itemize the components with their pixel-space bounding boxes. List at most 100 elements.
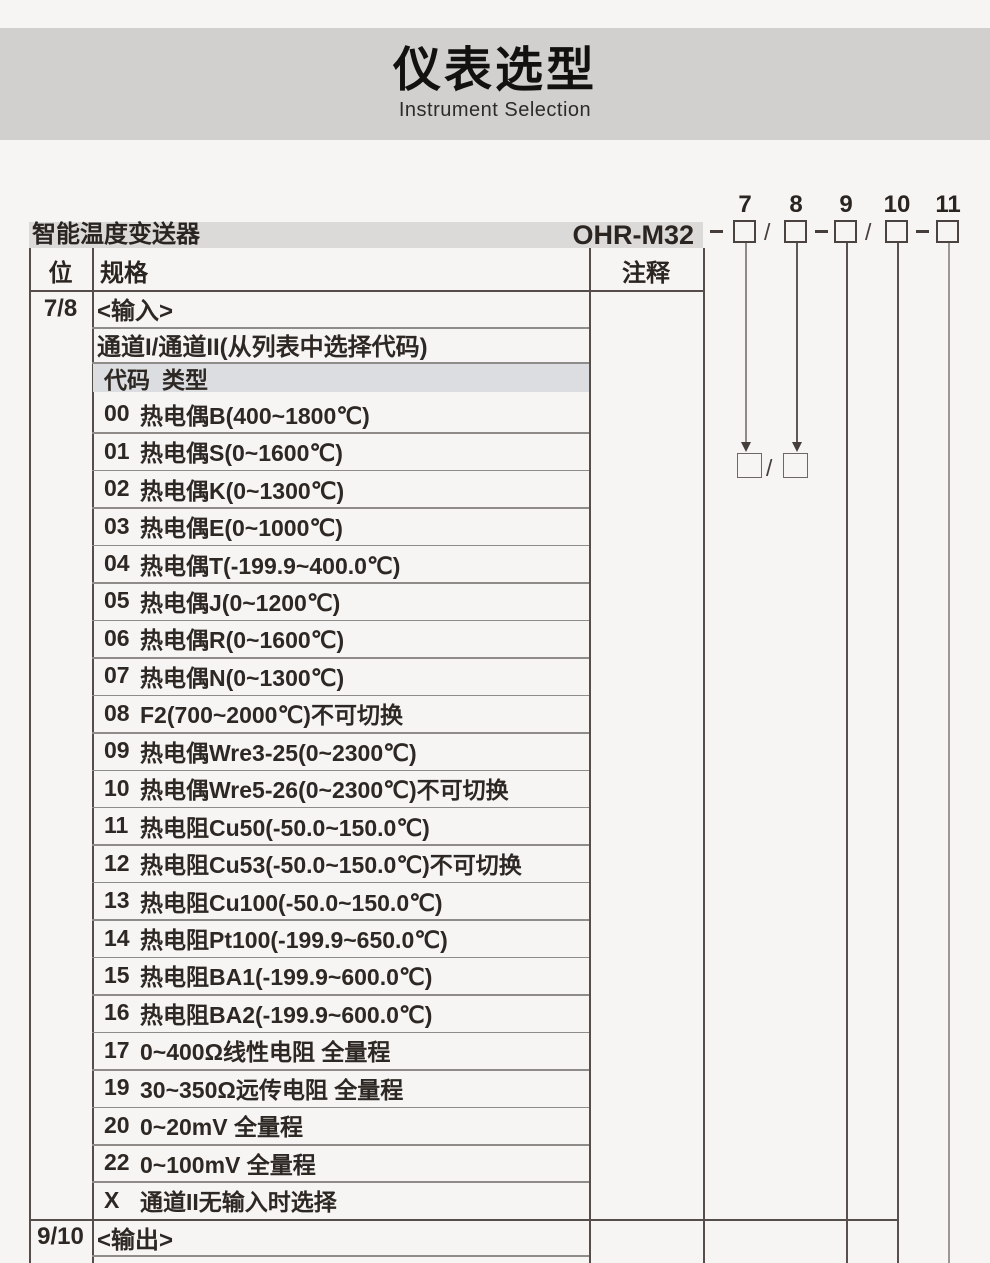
- model-code-box-9: [834, 220, 857, 243]
- type-cell: 热电阻BA2(-199.9~600.0℃): [140, 1001, 433, 1028]
- table-header-underline: [29, 290, 705, 292]
- table-divider-spec-note: [589, 248, 591, 1263]
- type-cell: 热电偶J(0~1200℃): [140, 589, 341, 616]
- column-header-note: 注释: [622, 259, 670, 287]
- row-divider: [92, 844, 589, 846]
- code-cell: 00: [104, 400, 130, 427]
- code-cell: 11: [104, 812, 129, 839]
- connector-digit-7: [745, 243, 747, 442]
- code-cell: 20: [104, 1111, 130, 1138]
- row-divider: [92, 544, 589, 547]
- row-divider: [92, 362, 589, 364]
- page-header: 仪表选型 Instrument Selection: [0, 28, 990, 140]
- row-divider: [92, 1069, 589, 1071]
- code-cell: 13: [104, 887, 130, 914]
- row-divider: [92, 1106, 589, 1109]
- digit-label-11: 11: [935, 191, 961, 218]
- type-cell: 热电偶K(0~1300℃): [140, 477, 345, 504]
- code-cell: 04: [104, 550, 130, 577]
- code-cell: 10: [104, 774, 130, 801]
- type-cell: 30~350Ω远传电阻 全量程: [140, 1076, 404, 1103]
- digit-label-10: 10: [883, 191, 911, 218]
- type-cell: 通道II无输入时选择: [140, 1189, 337, 1216]
- pos-cell: 9/10: [37, 1223, 84, 1250]
- model-code-box-10: [885, 220, 908, 243]
- digit-label-8: 8: [789, 191, 803, 218]
- model-code-separator-dash: [916, 230, 929, 233]
- type-cell: 热电阻Cu53(-50.0~150.0℃)不可切换: [140, 852, 522, 879]
- type-cell: 热电偶Wre5-26(0~2300℃)不可切换: [140, 777, 509, 804]
- type-cell: 热电偶N(0~1300℃): [140, 664, 345, 691]
- type-cell: F2(700~2000℃)不可切换: [140, 702, 403, 729]
- channel-1-code-box: [737, 453, 762, 478]
- model-code-separator-slash: /: [865, 219, 872, 245]
- code-cell: 09: [104, 737, 130, 764]
- code-cell: 22: [104, 1149, 130, 1176]
- type-cell: 热电偶E(0~1000℃): [140, 515, 343, 542]
- page-subtitle: Instrument Selection: [398, 98, 592, 121]
- type-cell: 热电偶S(0~1600℃): [140, 440, 343, 467]
- row-divider: [92, 956, 589, 959]
- code-cell: 16: [104, 999, 130, 1026]
- page-title: 仪表选型: [392, 44, 597, 98]
- code-cell: 02: [104, 475, 130, 502]
- arrow-down-icon: [792, 442, 802, 452]
- row-divider: [92, 657, 589, 659]
- model-code-separator-dash: [815, 230, 828, 233]
- type-cell: 热电偶Wre3-25(0~2300℃): [140, 739, 417, 766]
- row-divider: [92, 432, 589, 434]
- type-cell: 热电阻Cu100(-50.0~150.0℃): [140, 889, 443, 916]
- connector-digit-11: [948, 243, 950, 1263]
- code-cell: 17: [104, 1036, 130, 1063]
- type-cell: 0~20mV 全量程: [140, 1114, 303, 1141]
- digit-label-9: 9: [839, 191, 853, 218]
- code-cell: 19: [104, 1074, 130, 1101]
- column-header-spec: 规格: [100, 259, 148, 287]
- model-code-separator-dash: [710, 230, 723, 233]
- product-name: 智能温度变送器: [32, 221, 200, 248]
- model-code-box-7: [733, 220, 756, 243]
- code-cell: 01: [104, 437, 130, 464]
- table-divider-pos-spec: [92, 248, 94, 1263]
- type-cell: 热电阻Cu50(-50.0~150.0℃): [140, 814, 430, 841]
- row-divider: [92, 994, 589, 996]
- type-column-header: 类型: [162, 366, 208, 393]
- product-model: OHR-M32: [572, 219, 694, 250]
- row-divider: [92, 732, 589, 734]
- row-divider: [92, 1031, 589, 1034]
- code-cell: X: [104, 1186, 120, 1213]
- row-divider: [92, 507, 589, 509]
- type-cell: 热电阻Pt100(-199.9~650.0℃): [140, 927, 448, 954]
- channel-2-code-box: [783, 453, 808, 478]
- code-cell: 12: [104, 849, 130, 876]
- code-cell: 08: [104, 699, 130, 726]
- code-column-header: 代码: [104, 366, 150, 393]
- output-row-underline: [92, 1255, 589, 1257]
- type-cell: 0~400Ω线性电阻 全量程: [140, 1039, 391, 1066]
- code-cell: 05: [104, 587, 130, 614]
- spec-cell: <输入>: [97, 298, 174, 325]
- type-cell: 热电偶T(-199.9~400.0℃): [140, 552, 401, 579]
- row-divider: [92, 806, 589, 809]
- type-cell: 热电偶R(0~1600℃): [140, 627, 345, 654]
- type-cell: 热电偶B(400~1800℃): [140, 402, 370, 429]
- code-cell: 06: [104, 624, 130, 651]
- model-code-box-8: [784, 220, 807, 243]
- row-divider: [92, 694, 589, 697]
- channel-pair-slash: /: [766, 455, 773, 481]
- row-divider: [92, 327, 589, 329]
- connector-digit-9: [846, 243, 848, 1263]
- arrow-down-icon: [741, 442, 751, 452]
- model-code-box-11: [936, 220, 959, 243]
- connector-digit-8: [796, 243, 798, 442]
- product-bar: 智能温度变送器 OHR-M32: [29, 219, 703, 250]
- digit-label-7: 7: [738, 191, 752, 218]
- code-cell: 14: [104, 924, 130, 951]
- pos-cell: 7/8: [43, 294, 78, 322]
- table-border-left: [29, 248, 31, 1263]
- code-cell: 15: [104, 961, 130, 988]
- type-cell: 0~100mV 全量程: [140, 1151, 316, 1178]
- row-divider: [92, 1181, 589, 1183]
- row-divider: [92, 619, 589, 622]
